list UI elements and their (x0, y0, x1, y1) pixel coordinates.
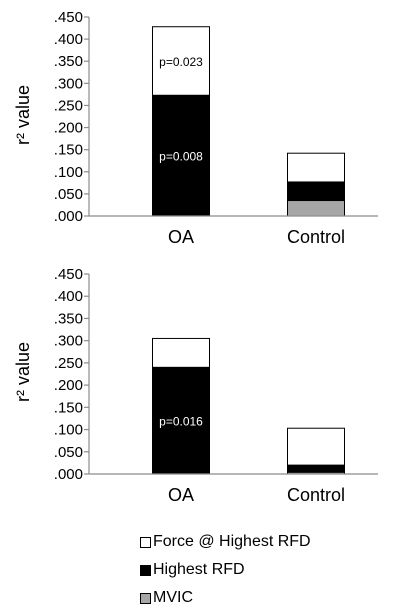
y-tick-label: .350 (54, 53, 83, 70)
y-tick-label: .150 (54, 399, 83, 416)
y-tick-label: .450 (54, 9, 83, 26)
legend-swatch-white (140, 536, 151, 548)
y-tick-label: .400 (54, 31, 83, 48)
bottom-chart: .000 .050 .100 .150 .200 .250 .300 .350 .400 .450… (13, 266, 378, 505)
y-axis-title: r² value (13, 85, 33, 145)
y-tick-label: .000 (54, 466, 83, 483)
legend-swatch-black (140, 564, 151, 576)
x-tick-label: OA (168, 227, 194, 247)
y-tick-label: .250 (54, 355, 83, 372)
legend-swatch-gray (140, 592, 151, 604)
legend-item-force-at-highest-rfd: Force @ Highest RFD (140, 528, 390, 556)
y-tick-label: .050 (54, 186, 83, 203)
legend-item-mvic: MVIC (140, 584, 390, 612)
legend-label: Highest RFD (153, 561, 245, 578)
bar-segment-force-highest-rfd (152, 26, 210, 96)
p-value-annotation: p=0.016 (159, 415, 203, 429)
bar-segment-highest-rfd (287, 464, 345, 473)
x-tick-label: OA (168, 485, 194, 505)
bar-segment-force-highest-rfd (287, 427, 345, 466)
y-tick-label: .450 (54, 266, 83, 283)
p-value-annotation: p=0.023 (159, 55, 203, 69)
y-tick-label: .100 (54, 422, 83, 439)
y-tick-label: .100 (54, 164, 83, 181)
bar-segment-highest-rfd (152, 366, 210, 475)
y-axis-title: r² value (13, 342, 33, 402)
y-tick-label: .200 (54, 120, 83, 137)
legend-label: MVIC (153, 589, 193, 606)
y-tick-label: .000 (54, 208, 83, 225)
x-tick-label: Control (287, 485, 345, 505)
y-tick-label: .300 (54, 75, 83, 92)
bar-segment-mvic (287, 200, 345, 217)
bar-segment-highest-rfd (152, 94, 210, 217)
y-tick-label: .150 (54, 142, 83, 159)
bar-segment-highest-rfd (287, 181, 345, 202)
top-chart: .000 .050 .100 .150 .200 .250 .300 .350 .400 .450… (13, 9, 378, 247)
y-tick-label: .350 (54, 310, 83, 327)
legend: Force @ Highest RFD Highest RFD MVIC (140, 528, 390, 612)
legend-label: Force @ Highest RFD (153, 533, 311, 550)
y-tick-label: .200 (54, 377, 83, 394)
bar-segment-force-highest-rfd (152, 337, 210, 368)
bar-segment-force-highest-rfd (287, 152, 345, 183)
legend-item-highest-rfd: Highest RFD (140, 556, 390, 584)
y-tick-label: .050 (54, 444, 83, 461)
y-tick-label: .400 (54, 288, 83, 305)
y-tick-label: .300 (54, 333, 83, 350)
p-value-annotation: p=0.008 (159, 150, 203, 164)
x-tick-label: Control (287, 227, 345, 247)
y-tick-label: .250 (54, 97, 83, 114)
